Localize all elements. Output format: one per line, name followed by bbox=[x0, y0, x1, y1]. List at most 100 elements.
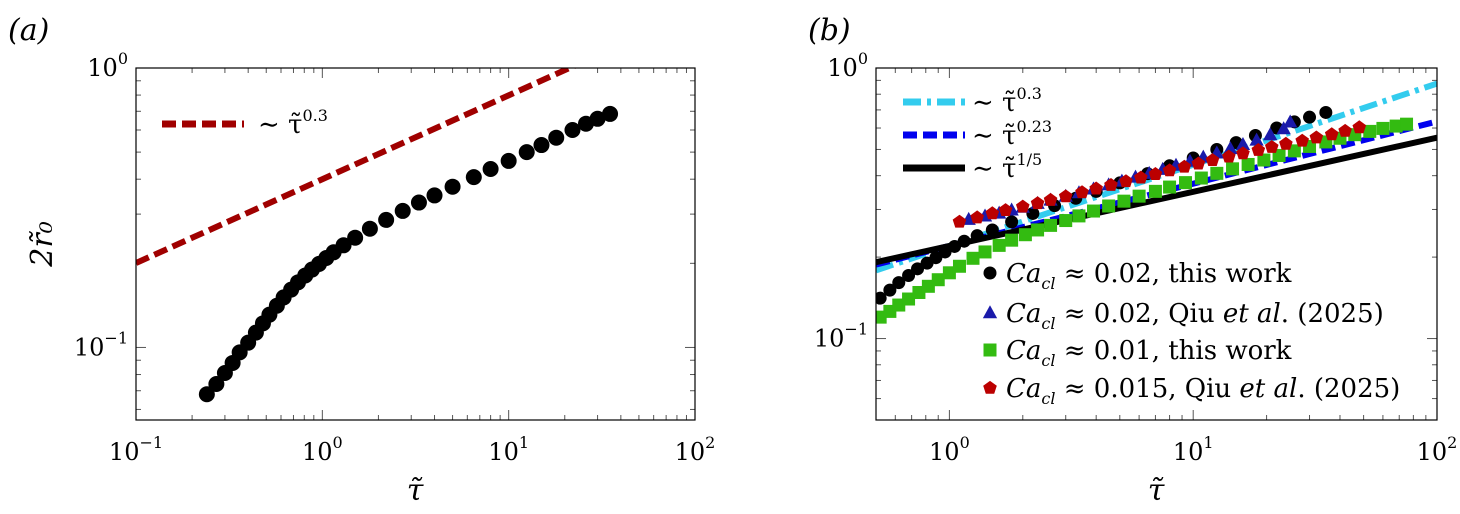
data-point-square bbox=[1179, 176, 1193, 190]
data-point-square bbox=[921, 279, 935, 293]
data-point-pentagon bbox=[1251, 143, 1266, 156]
data-point-circle bbox=[482, 161, 499, 178]
data-point-triangle bbox=[1283, 114, 1298, 128]
legend-marker-triangle bbox=[982, 305, 998, 319]
data-point-triangle bbox=[1249, 132, 1264, 146]
data-point-pentagon bbox=[1075, 185, 1089, 199]
data-point-pentagon bbox=[1264, 139, 1279, 153]
legend-label: ∼ τ̃1/5 bbox=[972, 150, 1042, 184]
panel-b-label: (b) bbox=[808, 13, 851, 48]
data-point-pentagon bbox=[1119, 174, 1133, 188]
data-point-circle bbox=[518, 144, 535, 161]
data-point-circle bbox=[361, 220, 378, 237]
data-point-circle bbox=[335, 237, 352, 254]
data-point-circle bbox=[347, 229, 364, 246]
data-point-pentagon bbox=[1352, 120, 1367, 134]
x-tick-label: 10−1 bbox=[109, 433, 163, 466]
data-point-square bbox=[1102, 199, 1116, 213]
data-point-circle bbox=[394, 202, 411, 219]
data-point-square bbox=[1086, 204, 1100, 218]
data-point-circle bbox=[564, 121, 581, 138]
x-tick-label: 101 bbox=[1173, 433, 1214, 466]
data-point-square bbox=[1226, 162, 1240, 176]
data-point-square bbox=[1163, 180, 1177, 194]
legend-label: Cacl ≈ 0.02, Qiu et al. (2025) bbox=[1006, 299, 1384, 333]
data-point-square bbox=[1005, 233, 1019, 247]
x-tick-label: 100 bbox=[302, 433, 343, 466]
data-point-triangle bbox=[1263, 127, 1278, 141]
panel-a-legend: ∼ τ̃0.3 bbox=[162, 106, 328, 140]
data-point-square bbox=[966, 251, 980, 265]
data-point-circle bbox=[957, 234, 971, 248]
panel-a-data-markers bbox=[198, 105, 619, 403]
data-point-pentagon bbox=[1162, 163, 1177, 177]
panel-b-x-tick-labels: 100 101 102 bbox=[929, 433, 1457, 466]
data-point-pentagon bbox=[970, 210, 984, 224]
data-point-circle bbox=[948, 239, 962, 253]
data-point-square bbox=[1363, 124, 1377, 138]
data-point-square bbox=[952, 259, 966, 273]
data-point-square bbox=[992, 238, 1006, 252]
panel-a-frame bbox=[135, 67, 696, 421]
panel-b-legend: ∼ τ̃0.3∼ τ̃0.23∼ τ̃1/5 Cacl ≈ 0.02, this … bbox=[903, 84, 1400, 408]
x-tick-label: 102 bbox=[675, 433, 716, 466]
data-point-pentagon bbox=[1309, 130, 1324, 144]
data-point-pentagon bbox=[1177, 159, 1192, 173]
data-point-square bbox=[902, 292, 916, 306]
data-point-circle bbox=[1005, 215, 1019, 229]
data-point-pentagon bbox=[1338, 123, 1352, 137]
panel-a-label: (a) bbox=[8, 13, 49, 48]
data-point-square bbox=[1044, 218, 1058, 232]
legend-label: ∼ τ̃0.3 bbox=[258, 106, 328, 140]
data-point-pentagon bbox=[1324, 127, 1339, 141]
data-point-circle bbox=[410, 194, 427, 211]
legend-marker-pentagon bbox=[983, 380, 997, 394]
fit-line-dashdot bbox=[876, 80, 1437, 274]
panel-a-y-tick-labels: 10−1 100 bbox=[74, 49, 128, 361]
panel-b: (b) 100 101 102 10−1 100 τ̃ ∼ τ̃0.3∼ τ̃0.23… bbox=[808, 13, 1457, 508]
data-point-pentagon bbox=[1205, 153, 1220, 167]
data-point-circle bbox=[198, 386, 215, 403]
data-point-circle bbox=[1026, 206, 1040, 220]
legend-label: ∼ τ̃0.3 bbox=[972, 84, 1042, 118]
data-point-circle bbox=[985, 223, 999, 237]
legend-label: Cacl ≈ 0.01, this work bbox=[1006, 336, 1292, 370]
data-point-triangle bbox=[1276, 121, 1291, 135]
panel-a-x-tick-labels: 10−1 100 101 102 bbox=[109, 433, 715, 466]
data-point-pentagon bbox=[1058, 189, 1073, 203]
data-point-circle bbox=[500, 152, 517, 169]
data-point-square bbox=[1257, 153, 1271, 167]
panel-b-y-tick-labels: 10−1 100 bbox=[814, 49, 868, 353]
data-point-circle bbox=[911, 262, 925, 276]
panel-a-x-axis-label: τ̃ bbox=[407, 473, 424, 508]
data-point-pentagon bbox=[1222, 149, 1236, 163]
data-point-circle bbox=[970, 229, 984, 243]
data-point-pentagon bbox=[1030, 196, 1045, 210]
data-point-circle bbox=[378, 211, 395, 228]
data-point-square bbox=[1376, 121, 1390, 135]
legend-label: ∼ τ̃0.23 bbox=[972, 117, 1052, 151]
data-point-circle bbox=[426, 187, 443, 204]
data-point-circle bbox=[1319, 105, 1333, 119]
data-point-square bbox=[1241, 157, 1255, 171]
data-point-pentagon bbox=[1043, 192, 1058, 206]
data-point-pentagon bbox=[1279, 136, 1293, 150]
data-point-square bbox=[931, 273, 945, 287]
panel-a-fit-lines bbox=[136, 68, 577, 266]
legend-label: Cacl ≈ 0.015, Qiu et al. (2025) bbox=[1006, 374, 1400, 408]
y-tick-label: 10−1 bbox=[814, 320, 868, 353]
data-point-circle bbox=[938, 245, 952, 259]
x-tick-label: 100 bbox=[929, 433, 970, 466]
data-point-square bbox=[1031, 223, 1045, 237]
x-tick-label: 102 bbox=[1417, 433, 1458, 466]
data-point-triangle bbox=[1235, 137, 1251, 151]
fit-line-dashed bbox=[136, 68, 577, 266]
data-point-triangle bbox=[1223, 141, 1238, 155]
data-point-square bbox=[876, 310, 887, 324]
data-point-square bbox=[1210, 166, 1224, 180]
data-point-square bbox=[1132, 189, 1146, 203]
data-point-circle bbox=[548, 129, 565, 146]
data-point-circle bbox=[876, 291, 887, 305]
data-point-circle bbox=[892, 276, 906, 290]
